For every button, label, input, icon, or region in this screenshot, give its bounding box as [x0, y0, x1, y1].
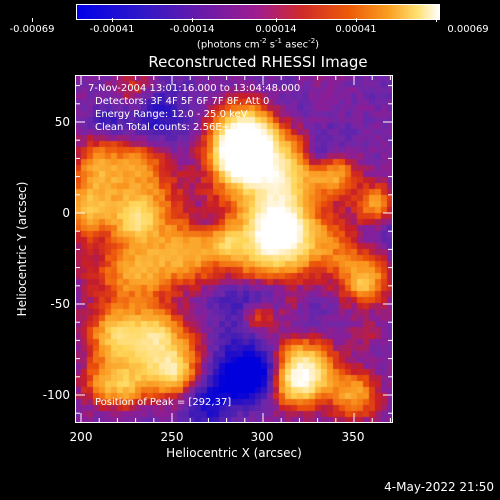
colorbar-tick-label: 0.00014 [255, 24, 297, 35]
x-tick-label: 350 [341, 430, 365, 444]
energy-range: Energy Range: 12.0 - 25.0 keV [95, 109, 248, 120]
colorbar-tick-label: -0.00069 [9, 24, 55, 35]
colorbar-tick [192, 18, 193, 22]
y-tick-label: 50 [54, 115, 70, 129]
axis-ticks [75, 75, 393, 423]
colorbar [76, 4, 440, 20]
y-axis-label: Heliocentric Y (arcsec) [15, 181, 29, 317]
peak-position: Position of Peak = [292,37] [95, 397, 232, 408]
colorbar-tick [112, 18, 113, 22]
y-tick-label: -100 [42, 388, 70, 402]
rhessi-image [75, 75, 393, 423]
y-tick-label: 0 [62, 206, 70, 220]
colorbar-tick-label: 0.00069 [447, 24, 489, 35]
colorbar-tick [276, 18, 277, 22]
colorbar-tick-label: -0.00041 [89, 24, 135, 35]
detectors: Detectors: 3F 4F 5F 6F 7F 8F, Att 0 [95, 96, 270, 107]
x-tick-label: 300 [250, 430, 274, 444]
clean-total-counts: Clean Total counts: 2.56E+03 [95, 122, 243, 133]
colorbar-tick [356, 18, 357, 22]
colorbar-tick-label: -0.00014 [169, 24, 215, 35]
colorbar-tick-label: 0.00041 [335, 24, 377, 35]
x-tick-label: 250 [160, 430, 184, 444]
plot-title: Reconstructed RHESSI Image [148, 53, 368, 71]
footer-timestamp: 4-May-2022 21:50 [384, 480, 494, 494]
y-tick-label: -50 [50, 297, 70, 311]
colorbar-units: (photons cm-2 s-1 asec-2) [196, 37, 320, 51]
colorbar-tick [32, 18, 33, 22]
time-range: 7-Nov-2004 13:01:16.000 to 13:04:48.000 [88, 83, 301, 94]
x-axis-label: Heliocentric X (arcsec) [166, 446, 302, 460]
x-tick-label: 200 [69, 430, 93, 444]
colorbar-tick [436, 18, 437, 22]
